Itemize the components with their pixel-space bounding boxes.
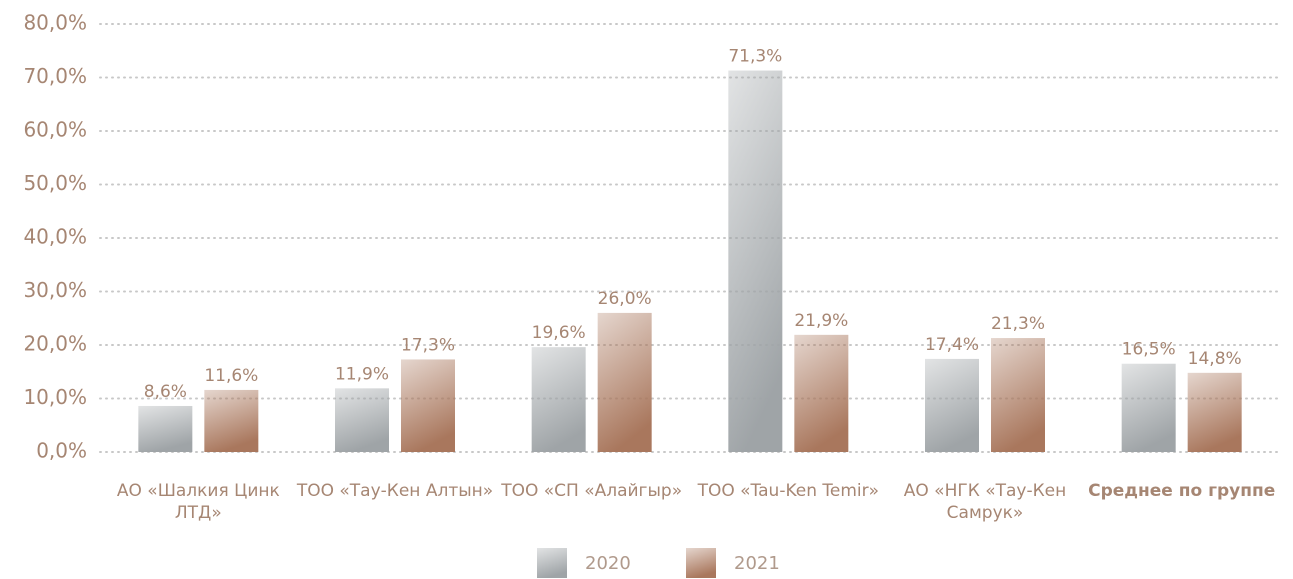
value-label: 26,0% [598, 289, 652, 309]
bar [1187, 372, 1242, 452]
y-tick-label: 30,0% [23, 278, 87, 302]
bar [925, 358, 979, 452]
x-tick-label: ТОО «СП «Алайгыр» [501, 481, 683, 501]
bar [991, 338, 1045, 452]
y-tick-label: 60,0% [23, 118, 87, 142]
value-label: 16,5% [1122, 340, 1176, 360]
bar [531, 347, 586, 452]
value-label: 11,6% [204, 366, 258, 386]
legend-swatch [686, 548, 716, 578]
y-tick-label: 70,0% [23, 64, 87, 88]
bar [794, 334, 849, 452]
y-tick-label: 40,0% [23, 225, 87, 249]
x-tick-label: Среднее по группе [1088, 481, 1276, 501]
y-tick-label: 50,0% [23, 171, 87, 195]
x-tick-label: ТОО «Тау-Кен Алтын» [296, 481, 494, 501]
y-tick-label: 80,0% [23, 11, 87, 35]
legend-label: 2021 [734, 553, 780, 574]
y-tick-label: 10,0% [23, 385, 87, 409]
bar [728, 70, 783, 453]
x-tick-label: АО «Шалкия Цинк ЛТД» [116, 481, 280, 524]
value-label: 14,8% [1188, 349, 1242, 369]
bar [597, 312, 652, 452]
value-label: 21,9% [794, 311, 848, 331]
value-label: 8,6% [144, 382, 187, 402]
legend-label: 2020 [585, 553, 631, 574]
value-label: 19,6% [532, 323, 586, 343]
value-label: 21,3% [991, 314, 1045, 334]
value-label: 11,9% [335, 364, 389, 384]
bar [401, 359, 455, 452]
value-label: 17,4% [925, 335, 979, 355]
bar [204, 389, 259, 452]
bar [335, 388, 389, 452]
legend-swatch [537, 548, 567, 578]
bar [138, 405, 193, 452]
x-tick-label: ТОО «Tau-Ken Temir» [697, 481, 880, 501]
value-label: 17,3% [401, 335, 455, 355]
y-tick-label: 20,0% [23, 332, 87, 356]
value-label: 71,3% [728, 47, 782, 67]
x-tick-label: АО «НГК «Тау-Кен Самрук» [903, 481, 1067, 524]
y-tick-label: 0,0% [36, 439, 87, 463]
bar [1121, 363, 1176, 452]
